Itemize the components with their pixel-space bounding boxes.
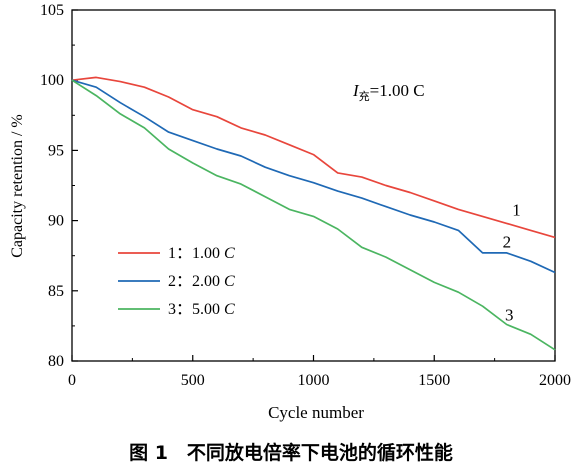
annotation-main: I: [352, 81, 360, 100]
x-tick-label: 1500: [418, 372, 450, 389]
series-line-1: [71, 76, 556, 239]
y-tick-label: 100: [40, 72, 64, 89]
legend: 1：1.00 C 2：2.00 C 3：5.00 C: [118, 245, 235, 318]
series-line-3: [71, 79, 556, 351]
series-layer: [71, 76, 556, 351]
annotation-rest: =1.00 C: [370, 81, 425, 100]
x-tick-label: 1000: [298, 372, 330, 389]
figure-caption: 图 1 不同放电倍率下电池的循环性能: [129, 441, 453, 464]
x-axis-label: Cycle number: [268, 403, 364, 422]
series-end-label-2: 2: [503, 233, 512, 252]
y-tick-label: 80: [48, 353, 64, 370]
legend-label-2: 2：2.00 C: [168, 273, 235, 290]
y-axis: 80 85 90 95 100 105: [40, 2, 78, 370]
x-tick-label: 0: [68, 372, 76, 389]
y-tick-label: 90: [48, 213, 64, 230]
y-tick-label: 95: [48, 142, 64, 159]
condition-annotation: I充=1.00 C: [352, 81, 425, 103]
series-end-label-1: 1: [512, 200, 521, 219]
legend-label-1: 1：1.00 C: [168, 245, 235, 262]
x-tick-label: 500: [181, 372, 205, 389]
x-tick-label: 2000: [539, 372, 571, 389]
series-end-label-3: 3: [505, 305, 514, 324]
legend-label-3: 3：5.00 C: [168, 301, 235, 318]
y-tick-label: 105: [40, 2, 64, 19]
y-tick-label: 85: [48, 283, 64, 300]
series-end-labels: 12 3: [503, 200, 521, 324]
annotation-subscript: 充: [359, 89, 370, 103]
series-line-2: [71, 79, 556, 274]
x-axis: 0 500 1000 1500 2000: [68, 355, 571, 389]
y-axis-label: Capacity retention / %: [9, 114, 26, 258]
